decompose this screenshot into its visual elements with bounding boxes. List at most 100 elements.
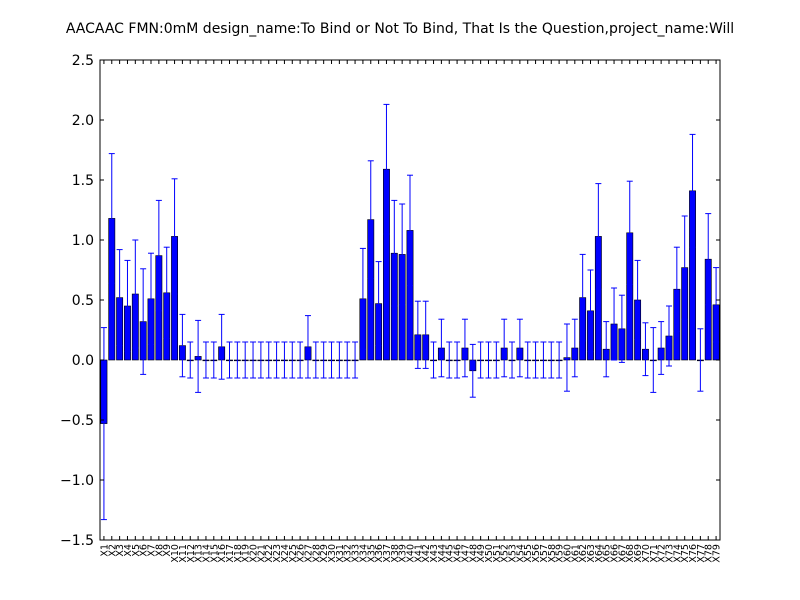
x-tick-label-X48: X48 [468, 544, 479, 563]
error-bar-X53 [509, 341, 516, 379]
error-bar-X77 [697, 328, 704, 392]
error-bar-X46 [454, 341, 461, 379]
error-bar-X27 [304, 315, 311, 379]
error-bar-X6 [140, 268, 147, 375]
error-bar-X39 [399, 203, 406, 306]
x-tick-label-X38: X38 [390, 544, 401, 563]
error-bar-X63 [587, 269, 594, 353]
x-tick-label-X54: X54 [515, 544, 526, 563]
x-tick-label-X36: X36 [374, 544, 385, 563]
x-tick-label-X73: X73 [664, 544, 675, 563]
x-tick-label-X76: X76 [688, 544, 699, 563]
x-tick-label-X49: X49 [476, 544, 487, 563]
x-tick-label-X20: X20 [249, 544, 260, 563]
x-tick-label-X21: X21 [256, 544, 267, 563]
x-tick-label-X1: X1 [99, 544, 110, 557]
error-bar-X45 [446, 341, 453, 379]
error-bar-X41 [414, 300, 421, 369]
x-tick-label-X14: X14 [201, 544, 212, 563]
y-tick-label: −0.5 [60, 413, 94, 429]
error-bar-X72 [658, 321, 665, 375]
x-tick-label-X4: X4 [123, 544, 134, 557]
y-tick-label: 1.0 [72, 233, 94, 249]
x-tick-label-X75: X75 [680, 544, 691, 563]
x-tick-label-X12: X12 [186, 544, 197, 563]
x-tick-label-X55: X55 [523, 544, 534, 563]
x-tick-label-X77: X77 [696, 544, 707, 563]
x-tick-label-X24: X24 [280, 544, 291, 563]
x-tick-label-X62: X62 [578, 544, 589, 563]
y-tick-label: −1.5 [60, 533, 94, 549]
error-bar-X57 [540, 341, 547, 379]
x-tick-label-X32: X32 [343, 544, 354, 563]
error-bar-X28 [312, 341, 319, 379]
error-bar-X54 [516, 318, 523, 378]
error-bar-X24 [281, 341, 288, 379]
error-bar-X34 [359, 247, 366, 350]
x-tick-label-X72: X72 [657, 544, 668, 563]
error-bar-X50 [485, 341, 492, 379]
plot-area [100, 103, 720, 521]
error-bar-X10 [171, 178, 178, 295]
x-tick-label-X39: X39 [398, 544, 409, 563]
x-tick-label-X28: X28 [311, 544, 322, 563]
error-bar-X51 [493, 341, 500, 379]
x-tick-label-X60: X60 [562, 544, 573, 563]
error-bar-X71 [650, 327, 657, 393]
error-bar-X49 [477, 341, 484, 379]
x-tick-label-X15: X15 [209, 544, 220, 563]
x-tick-label-X61: X61 [570, 544, 581, 563]
x-tick-label-X69: X69 [633, 544, 644, 563]
error-bar-X47 [461, 318, 468, 378]
error-bar-X55 [524, 341, 531, 379]
x-tick-label-X30: X30 [327, 544, 338, 563]
error-bar-X33 [352, 341, 359, 379]
error-bar-X22 [265, 341, 272, 379]
error-bar-X42 [422, 300, 429, 369]
x-tick-label-X13: X13 [194, 544, 205, 563]
error-bar-X18 [234, 341, 241, 379]
error-bar-X2 [108, 153, 115, 284]
error-bar-X21 [257, 341, 264, 379]
error-bar-X48 [469, 343, 476, 398]
y-tick-label: −1.0 [60, 473, 94, 489]
x-tick-label-X53: X53 [508, 544, 519, 563]
x-tick-label-X57: X57 [539, 544, 550, 563]
x-tick-label-X66: X66 [610, 544, 621, 563]
error-bar-X14 [202, 341, 209, 379]
x-tick-label-X10: X10 [170, 544, 181, 563]
error-bar-X60 [563, 323, 570, 392]
x-tick-label-X25: X25 [288, 544, 299, 563]
x-tick-label-X51: X51 [492, 544, 503, 563]
error-bar-X68 [626, 180, 633, 285]
error-bar-X73 [665, 305, 672, 367]
error-bar-X36 [375, 261, 382, 347]
error-bar-X16 [218, 313, 225, 380]
error-bar-X75 [681, 215, 688, 320]
x-tick-label-X58: X58 [547, 544, 558, 563]
error-bar-X69 [634, 259, 641, 341]
x-tick-label-X3: X3 [115, 544, 126, 557]
x-tick-label-X78: X78 [704, 544, 715, 563]
x-tick-label-X17: X17 [225, 544, 236, 563]
error-bar-X64 [595, 183, 602, 290]
x-tick-label-X79: X79 [712, 544, 723, 563]
x-tick-label-X65: X65 [602, 544, 613, 563]
error-bar-X59 [556, 341, 563, 379]
error-bar-X58 [548, 341, 555, 379]
error-bar-X11 [179, 313, 186, 378]
y-tick-label: 0.5 [72, 293, 94, 309]
x-tick-label-X71: X71 [649, 544, 660, 563]
x-tick-label-X70: X70 [641, 544, 652, 563]
error-bar-X65 [603, 321, 610, 378]
error-bar-X43 [430, 341, 437, 379]
x-tick-label-X56: X56 [531, 544, 542, 563]
x-tick-label-X52: X52 [500, 544, 511, 563]
error-bar-X70 [642, 322, 649, 377]
x-tick-label-X33: X33 [351, 544, 362, 563]
error-bar-X12 [187, 341, 194, 379]
x-tick-label-X44: X44 [437, 544, 448, 563]
x-tick-label-X23: X23 [272, 544, 283, 563]
x-tick-label-X41: X41 [413, 544, 424, 563]
